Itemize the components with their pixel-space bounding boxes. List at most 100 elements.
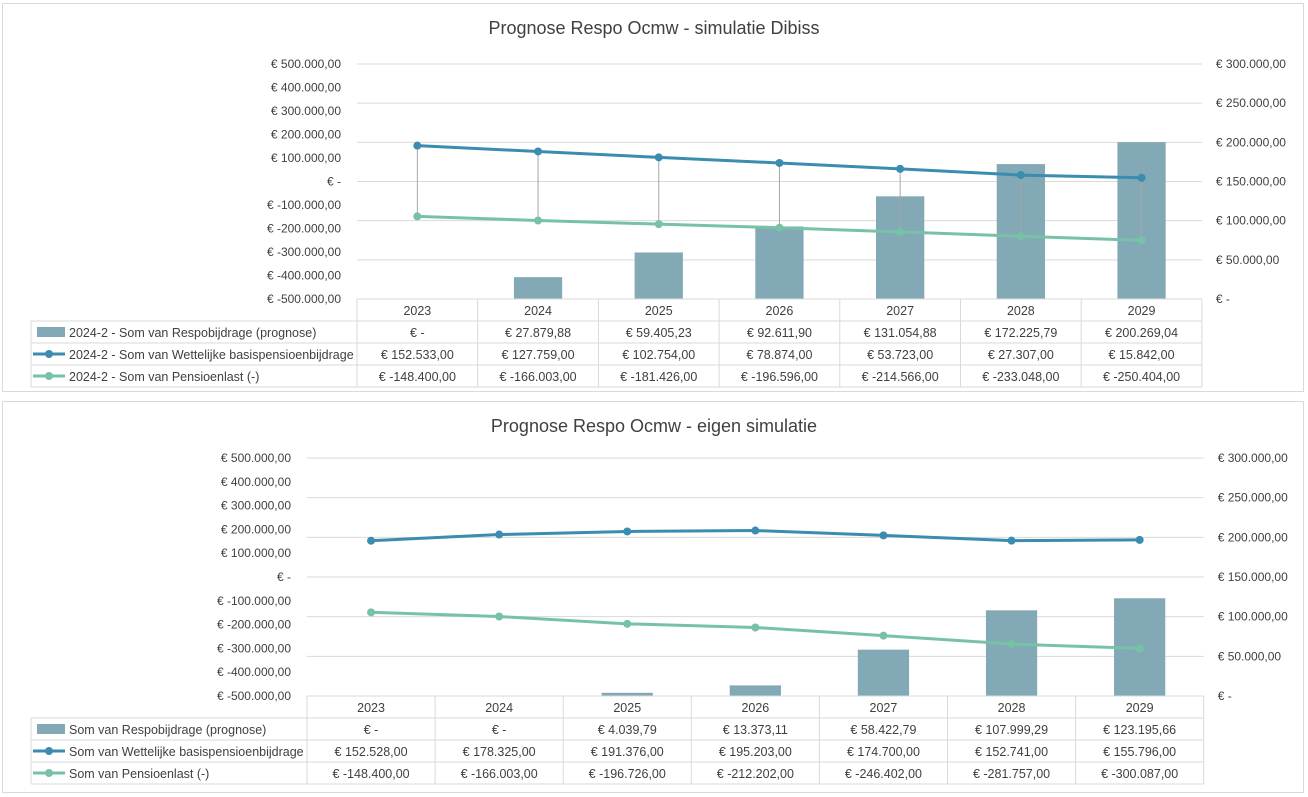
right-axis-tick-label: € 100.000,00	[1216, 214, 1286, 228]
table-cell-value: € 15.842,00	[1109, 348, 1175, 362]
legend-series-name: 2024-2 - Som van Wettelijke basispensioe…	[69, 348, 354, 362]
legend-series-name: Som van Respobijdrage (prognose)	[69, 723, 266, 737]
point-pensioenlast-2029	[1137, 236, 1146, 245]
category-label: 2026	[741, 701, 769, 715]
right-axis-tick-label: € 250.000,00	[1218, 491, 1288, 505]
chart-svg-dibiss: Prognose Respo Ocmw - simulatie Dibiss € …	[30, 18, 1286, 388]
table-cell-value: € 107.999,29	[975, 723, 1048, 737]
legend-series-name: 2024-2 - Som van Respobijdrage (prognose…	[69, 326, 316, 340]
right-axis-tick-label: € 250.000,00	[1216, 96, 1286, 110]
bar-2026	[729, 685, 781, 696]
bar-2024	[513, 277, 563, 299]
table-cell-value: € -166.003,00	[461, 767, 538, 781]
table-cell-value: € -281.757,00	[973, 767, 1050, 781]
table-cell-value: € -196.596,00	[741, 370, 818, 384]
left-axis-tick-label: € -100.000,00	[217, 594, 291, 608]
right-axis-tick-label: € 50.000,00	[1218, 649, 1282, 663]
point-pensioenlast-2028	[1016, 232, 1025, 241]
category-label: 2024	[524, 304, 552, 318]
table-cell-value: € 200.269,04	[1105, 326, 1178, 340]
category-label: 2027	[870, 701, 898, 715]
category-label: 2025	[645, 304, 673, 318]
table-cell-value: € 191.376,00	[591, 745, 664, 759]
table-cell-value: € 152.528,00	[335, 745, 408, 759]
left-axis-tick-label: € 200.000,00	[271, 128, 341, 142]
left-axis-tick-label: € -100.000,00	[267, 198, 341, 212]
category-label: 2028	[1007, 304, 1035, 318]
right-axis-tick-label: € 50.000,00	[1216, 253, 1280, 267]
point-pensioenlast-2025	[623, 619, 632, 628]
point-basispensioen-2028	[1016, 171, 1025, 180]
table-cell-value: € 58.422,79	[850, 723, 916, 737]
right-axis-tick-label: € -	[1216, 292, 1230, 306]
table-cell-value: € 4.039,79	[598, 723, 657, 737]
right-axis-tick-label: € 100.000,00	[1218, 610, 1288, 624]
left-axis-tick-label: € 400.000,00	[221, 475, 291, 489]
point-basispensioen-2025	[654, 153, 663, 162]
left-axis-tick-label: € -300.000,00	[217, 641, 291, 655]
table-cell-value: € -214.566,00	[862, 370, 939, 384]
chart-title: Prognose Respo Ocmw - simulatie Dibiss	[488, 18, 819, 38]
point-pensioenlast-2024	[495, 612, 504, 621]
point-pensioenlast-2029	[1135, 644, 1144, 653]
table-cell-value: € 152.533,00	[381, 348, 454, 362]
table-cell-value: € 123.195,66	[1103, 723, 1176, 737]
table-cell-value: € 131.054,88	[864, 326, 937, 340]
left-axis-tick-label: € -	[327, 175, 341, 189]
table-cell-value: € -	[364, 723, 379, 737]
table-cell-value: € 172.225,79	[984, 326, 1057, 340]
table-cell-value: € -246.402,00	[845, 767, 922, 781]
point-basispensioen-2024	[534, 147, 543, 156]
table-cell-value: € 174.700,00	[847, 745, 920, 759]
left-axis-tick-label: € -	[277, 570, 291, 584]
left-axis-tick-label: € 500.000,00	[271, 57, 341, 71]
table-cell-value: € 27.879,88	[505, 326, 571, 340]
table-cell-value: € -148.400,00	[332, 767, 409, 781]
table-cell-value: € -166.003,00	[499, 370, 576, 384]
point-basispensioen-2023	[367, 536, 376, 545]
left-axis-tick-label: € -200.000,00	[217, 618, 291, 632]
legend-key-bar	[37, 327, 65, 337]
table-cell-value: € 59.405,23	[626, 326, 692, 340]
point-pensioenlast-2027	[896, 227, 905, 236]
legend-series-name: Som van Wettelijke basispensioenbijdrage	[69, 745, 304, 759]
right-axis-tick-label: € 200.000,00	[1216, 135, 1286, 149]
category-label: 2027	[886, 304, 914, 318]
bar-2025	[634, 252, 683, 299]
right-axis-tick-label: € 150.000,00	[1216, 175, 1286, 189]
left-axis-tick-label: € -200.000,00	[267, 222, 341, 236]
point-basispensioen-2024	[495, 530, 504, 539]
table-cell-value: € 102.754,00	[622, 348, 695, 362]
table-cell-value: € 127.759,00	[502, 348, 575, 362]
point-basispensioen-2027	[879, 531, 888, 540]
category-label: 2023	[357, 701, 385, 715]
category-label: 2029	[1128, 304, 1156, 318]
point-pensioenlast-2025	[654, 220, 663, 229]
left-axis-tick-label: € 100.000,00	[271, 151, 341, 165]
point-basispensioen-2026	[751, 526, 760, 535]
point-basispensioen-2025	[623, 527, 632, 536]
table-cell-value: € -250.404,00	[1103, 370, 1180, 384]
chart-panel-dibiss: Prognose Respo Ocmw - simulatie Dibiss € …	[2, 3, 1304, 392]
left-axis-tick-label: € -500.000,00	[267, 292, 341, 306]
left-axis-tick-label: € 400.000,00	[271, 81, 341, 95]
legend-series-name: Som van Pensioenlast (-)	[69, 767, 209, 781]
chart-svg-eigen: Prognose Respo Ocmw - eigen simulatie € 3…	[30, 416, 1288, 785]
chart-panel-eigen: Prognose Respo Ocmw - eigen simulatie € 3…	[2, 401, 1304, 793]
category-label: 2023	[403, 304, 431, 318]
legend-key-marker	[45, 769, 53, 777]
table-cell-value: € 13.373,11	[723, 723, 788, 737]
point-pensioenlast-2026	[775, 223, 784, 232]
point-pensioenlast-2023	[413, 212, 422, 221]
point-pensioenlast-2026	[751, 623, 760, 632]
table-cell-value: € -300.087,00	[1101, 767, 1178, 781]
point-pensioenlast-2024	[534, 216, 543, 225]
table-cell-value: € 53.723,00	[867, 348, 933, 362]
table-cell-value: € -148.400,00	[379, 370, 456, 384]
category-label: 2029	[1126, 701, 1154, 715]
category-label: 2024	[485, 701, 513, 715]
left-axis-tick-label: € -500.000,00	[217, 689, 291, 703]
legend-key-marker	[45, 747, 53, 755]
left-axis-tick-label: € 200.000,00	[221, 522, 291, 536]
table-cell-value: € 195.203,00	[719, 745, 792, 759]
